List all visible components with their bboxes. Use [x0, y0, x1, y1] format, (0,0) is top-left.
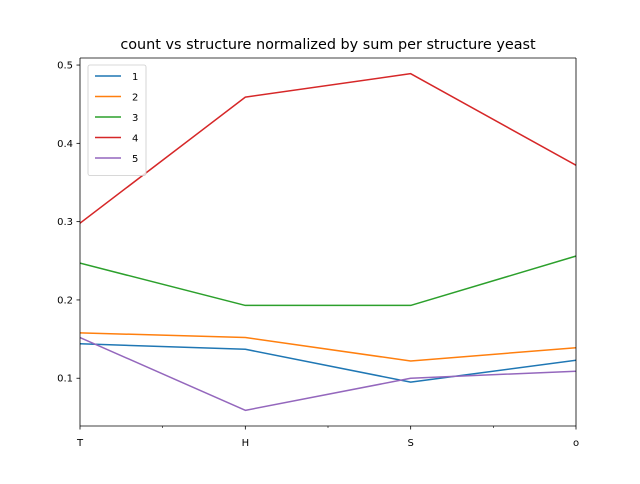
legend-label-4: 4	[132, 134, 138, 145]
legend: 1 2 3 4 5	[87, 64, 147, 176]
series-line-2	[80, 332, 576, 362]
x-tick-label-S: S	[407, 438, 413, 449]
y-tick-label: 0.3	[57, 217, 73, 228]
y-tick-label: 0.5	[57, 61, 73, 72]
series-line-5	[80, 336, 576, 412]
series-line-1	[80, 343, 576, 383]
y-tick-label: 0.1	[57, 374, 73, 385]
series-line-4	[80, 72, 576, 225]
x-tick-label-H: H	[242, 438, 250, 449]
x-tick-label-o: o	[573, 438, 579, 449]
legend-box	[87, 64, 147, 176]
legend-label-2: 2	[132, 93, 138, 104]
series-lines	[80, 72, 576, 412]
chart-title: count vs structure normalized by sum per…	[120, 37, 536, 53]
y-tick-label: 0.2	[57, 295, 73, 306]
y-tick-label: 0.4	[57, 139, 73, 150]
series-line-3	[80, 255, 576, 307]
plot-area	[80, 72, 576, 412]
legend-label-5: 5	[132, 154, 138, 165]
x-tick-label-T: T	[76, 438, 84, 449]
legend-label-3: 3	[132, 113, 138, 124]
legend-label-1: 1	[132, 72, 138, 83]
